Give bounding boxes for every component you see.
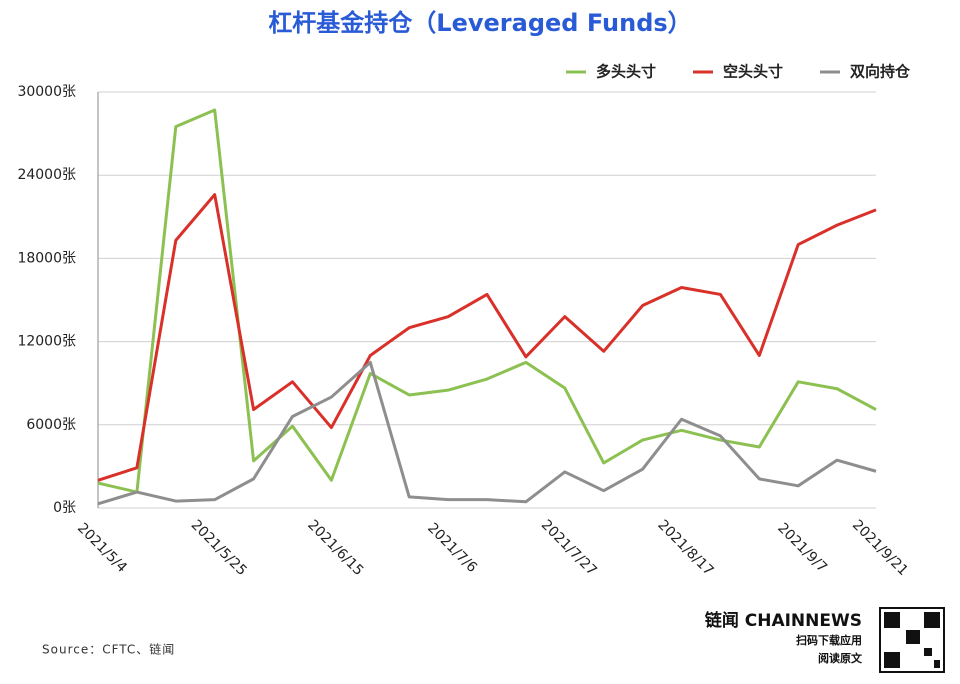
y-tick-label: 24000张 <box>17 167 76 183</box>
x-tick-label: 2021/5/4 <box>74 520 130 576</box>
series-line <box>97 360 877 506</box>
x-tick-label: 2021/7/6 <box>424 520 480 576</box>
y-tick-label: 0张 <box>53 500 76 516</box>
chart-title: 杠杆基金持仓（Leveraged Funds） <box>268 9 691 37</box>
y-tick-label: 6000张 <box>26 417 76 433</box>
y-tick-label: 12000张 <box>17 334 76 350</box>
x-tick-label: 2021/7/27 <box>538 517 600 579</box>
source: Source：CFTC、链闻 <box>42 642 175 657</box>
series-line <box>97 108 877 494</box>
x-tick-label: 2021/6/15 <box>304 517 366 579</box>
x-tick-label: 2021/5/25 <box>188 517 250 579</box>
brand: 链闻 CHAINNEWS <box>705 610 862 631</box>
x-tick-label: 2021/9/7 <box>774 520 830 576</box>
x-tick-label: 2021/8/17 <box>654 517 716 579</box>
y-tick-label: 30000张 <box>17 84 76 100</box>
brand-line: 阅读原文 <box>818 651 863 665</box>
qr-code <box>879 607 945 673</box>
legend-label: 双向持仓 <box>850 63 911 81</box>
legend-label: 空头头寸 <box>723 63 783 81</box>
legend-label: 多头头寸 <box>596 63 656 81</box>
series-line <box>97 193 877 482</box>
x-tick-label: 2021/9/21 <box>849 517 911 579</box>
brand-line: 扫码下载应用 <box>796 633 862 647</box>
y-tick-label: 18000张 <box>17 250 76 266</box>
